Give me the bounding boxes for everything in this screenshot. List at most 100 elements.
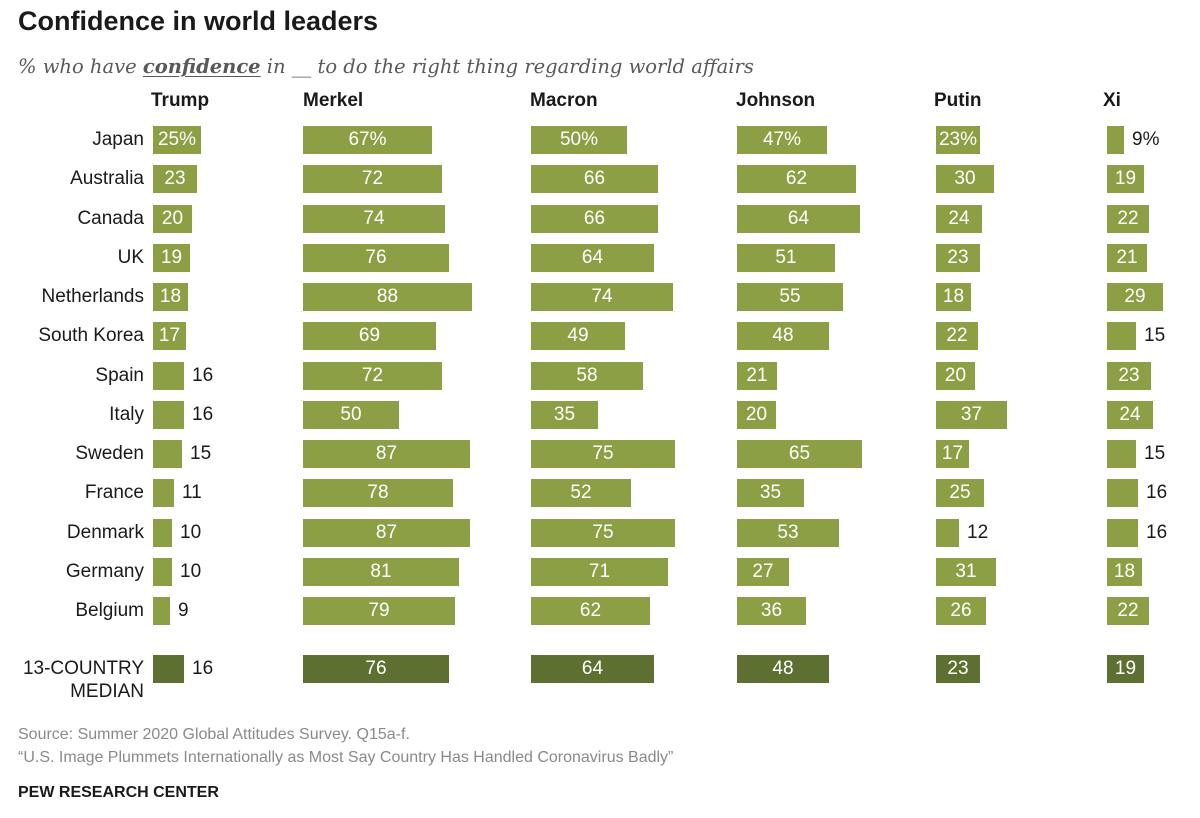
country-label: Canada bbox=[77, 207, 144, 229]
data-bar bbox=[737, 204, 860, 233]
data-value-label: 12 bbox=[967, 521, 989, 543]
data-bar bbox=[936, 479, 984, 508]
data-bar bbox=[1107, 440, 1136, 468]
data-value-label: 15 bbox=[1144, 443, 1166, 464]
data-bar bbox=[1107, 165, 1144, 194]
median-value-label: 16 bbox=[192, 658, 214, 679]
data-value-label: 65 bbox=[788, 443, 811, 464]
data-value-label: 16 bbox=[192, 364, 214, 386]
data-bar bbox=[737, 440, 862, 468]
data-bar bbox=[531, 243, 654, 272]
median-value-label: 19 bbox=[1114, 658, 1137, 679]
data-value-label: 51 bbox=[775, 246, 797, 268]
data-bar bbox=[1107, 322, 1136, 351]
leader-header: Macron bbox=[530, 90, 598, 111]
data-bar bbox=[303, 361, 442, 390]
data-value-label: 87 bbox=[375, 443, 398, 464]
pew-logo: PEW RESEARCH CENTER bbox=[18, 784, 219, 801]
data-value-label: 16 bbox=[192, 403, 214, 425]
data-bar bbox=[153, 283, 188, 311]
data-bar bbox=[936, 165, 994, 194]
median-label-line: MEDIAN bbox=[70, 681, 144, 702]
data-value-label: 37 bbox=[960, 403, 983, 425]
data-value-label: 20 bbox=[944, 364, 967, 386]
country-label: Australia bbox=[70, 168, 144, 190]
data-value-label: 69 bbox=[358, 325, 381, 347]
data-bar bbox=[737, 243, 835, 272]
data-bar bbox=[531, 479, 631, 508]
country-label: Spain bbox=[95, 364, 144, 386]
data-value-label: 50 bbox=[340, 403, 362, 425]
leader-header: Merkel bbox=[303, 90, 364, 111]
median-value-label: 64 bbox=[581, 658, 604, 679]
data-bar bbox=[303, 165, 442, 194]
median-bar bbox=[737, 655, 829, 683]
data-bar bbox=[737, 597, 806, 625]
data-bar bbox=[531, 557, 668, 586]
data-value-label: 66 bbox=[583, 207, 606, 229]
data-bar bbox=[936, 400, 1007, 429]
data-value-label: 15 bbox=[1144, 325, 1166, 347]
data-bar bbox=[303, 243, 449, 272]
data-bar bbox=[737, 126, 827, 154]
data-value-label: 21 bbox=[1116, 246, 1138, 268]
data-value-label: 17 bbox=[158, 325, 181, 347]
data-value-label: 19 bbox=[160, 246, 183, 268]
data-value-label: 76 bbox=[365, 246, 387, 268]
data-bar bbox=[153, 400, 184, 429]
data-value-label: 30 bbox=[954, 168, 976, 190]
data-bar bbox=[153, 557, 172, 586]
data-bar bbox=[1107, 479, 1138, 508]
data-bar bbox=[531, 518, 675, 547]
data-value-label: 23 bbox=[947, 246, 969, 268]
data-bar bbox=[1107, 126, 1124, 154]
data-value-label: 53 bbox=[777, 521, 799, 543]
data-value-label: 25 bbox=[949, 482, 971, 504]
data-bar bbox=[936, 322, 978, 351]
data-bar bbox=[737, 165, 856, 194]
data-bar bbox=[153, 322, 186, 351]
data-value-label: 31 bbox=[955, 560, 977, 582]
data-value-label: 74 bbox=[591, 286, 613, 307]
data-bar bbox=[936, 126, 980, 154]
data-bar bbox=[531, 126, 627, 154]
data-value-label: 47% bbox=[762, 129, 802, 150]
data-bar bbox=[1107, 557, 1142, 586]
data-value-label: 23 bbox=[164, 168, 186, 190]
median-value-label: 76 bbox=[365, 658, 387, 679]
data-value-label: 9 bbox=[178, 600, 189, 621]
subtitle-emphasis: confidence bbox=[142, 55, 261, 78]
data-value-label: 36 bbox=[760, 600, 783, 621]
data-bar bbox=[737, 557, 789, 586]
data-bar bbox=[153, 126, 201, 154]
data-bar bbox=[303, 283, 472, 311]
chart-title: Confidence in world leaders bbox=[18, 6, 379, 36]
subtitle-prefix: % who have bbox=[18, 55, 143, 78]
data-bar bbox=[153, 479, 174, 508]
data-bar bbox=[1107, 243, 1147, 272]
data-value-label: 35 bbox=[759, 482, 782, 504]
data-value-label: 21 bbox=[746, 364, 768, 386]
data-value-label: 50% bbox=[559, 129, 599, 150]
data-value-label: 25% bbox=[157, 129, 197, 150]
data-bar bbox=[303, 597, 455, 625]
country-label: UK bbox=[117, 246, 144, 268]
data-bar bbox=[936, 557, 996, 586]
data-value-label: 67% bbox=[348, 129, 387, 150]
data-value-label: 22 bbox=[1117, 600, 1139, 621]
data-bar bbox=[531, 204, 658, 233]
median-bar bbox=[1107, 655, 1144, 683]
data-value-label: 18 bbox=[1113, 560, 1136, 582]
data-bar bbox=[1107, 597, 1149, 625]
report-title-note: “U.S. Image Plummets Internationally as … bbox=[18, 749, 674, 766]
median-bar bbox=[303, 655, 449, 683]
data-bar bbox=[737, 361, 777, 390]
data-bar bbox=[153, 440, 182, 468]
data-bar bbox=[531, 597, 650, 625]
data-bar bbox=[531, 400, 598, 429]
data-value-label: 24 bbox=[1119, 403, 1141, 425]
data-value-label: 24 bbox=[948, 207, 970, 229]
country-label: Germany bbox=[65, 560, 144, 582]
data-value-label: 23 bbox=[1118, 364, 1140, 386]
data-bar bbox=[153, 165, 197, 194]
